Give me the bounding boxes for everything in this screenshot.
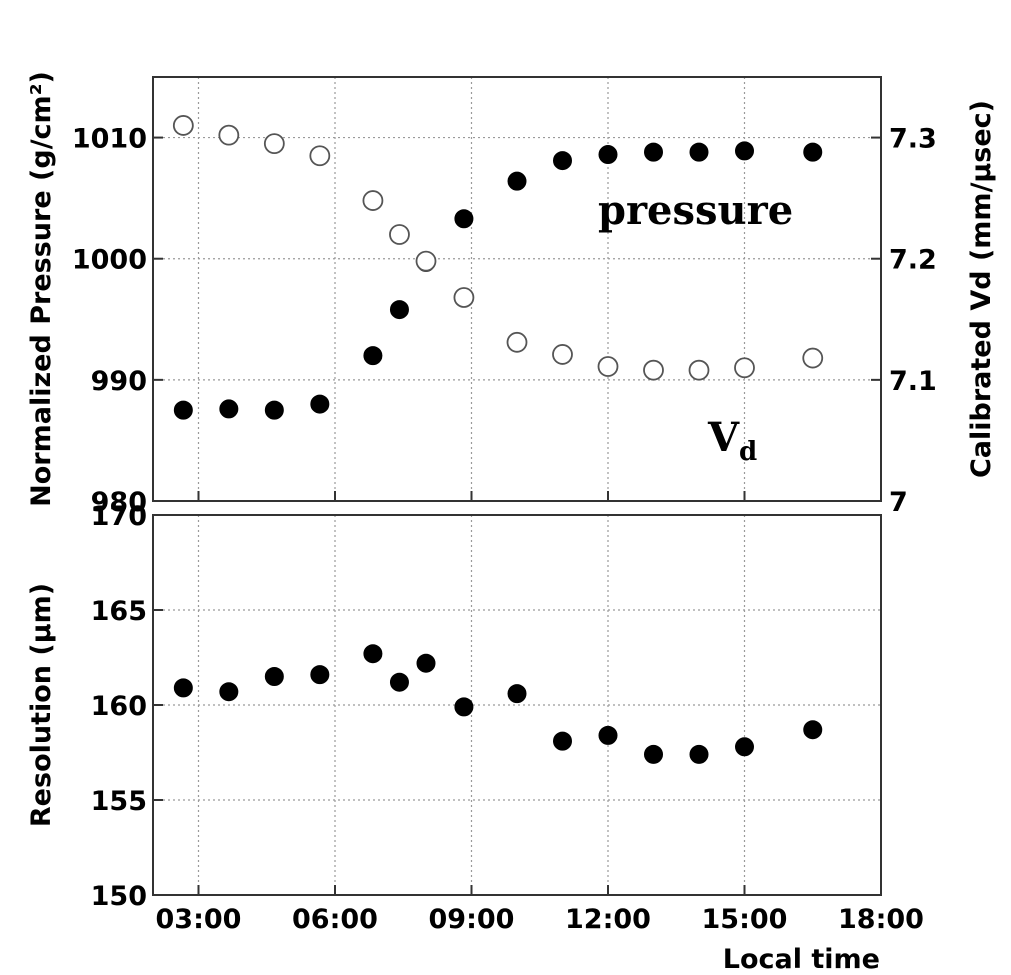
resolution-point	[803, 720, 823, 740]
top-left-tick-label: 980	[91, 487, 147, 518]
bottom-left-tick-label: 165	[91, 596, 147, 627]
resolution-point	[553, 731, 572, 751]
bottom-left-tick-label: 160	[91, 691, 147, 722]
bottom-left-tick-label: 170	[91, 501, 147, 532]
pressure-point	[454, 209, 474, 229]
pressure-point	[735, 141, 754, 161]
x-tick-label: 09:00	[429, 904, 515, 935]
pressure-series-label: pressure	[598, 187, 793, 234]
resolution-point	[507, 684, 527, 704]
top-left-axis-title: Normalized Pressure (g/cm²)	[26, 71, 57, 507]
vd-point	[802, 347, 824, 369]
resolution-point	[389, 672, 409, 692]
vd-point	[734, 357, 755, 379]
x-axis-title: Local time	[723, 944, 880, 975]
top-right-tick-label: 7.3	[889, 124, 937, 155]
pressure-point	[689, 142, 709, 162]
bottom-panel: 150 155 160 165 170 03:00 06:00 09:00 12:00 15:0…	[26, 501, 924, 975]
bottom-ticks	[153, 514, 882, 896]
top-right-tick-label: 7	[889, 487, 908, 518]
resolution-point	[644, 744, 663, 764]
top-left-tick-label: 990	[91, 366, 147, 397]
pressure-point	[363, 346, 383, 366]
top-right-axis-title: Calibrated Vd (mm/μsec)	[966, 100, 997, 478]
pressure-point	[507, 171, 527, 191]
resolution-point	[416, 653, 436, 673]
resolution-point	[454, 697, 474, 717]
vd-point	[263, 133, 285, 155]
pressure-point	[219, 399, 239, 419]
resolution-point	[598, 725, 618, 745]
vd-point	[389, 224, 410, 245]
pressure-point	[264, 400, 284, 420]
pressure-point	[598, 145, 618, 165]
vd-point	[218, 124, 240, 146]
pressure-point	[310, 394, 330, 414]
resolution-point	[173, 678, 193, 698]
x-tick-label: 03:00	[156, 904, 242, 935]
bottom-left-tick-label: 155	[91, 786, 147, 817]
resolution-point	[363, 644, 383, 664]
top-right-tick-label: 7.1	[889, 366, 937, 397]
x-tick-label: 18:00	[838, 904, 924, 935]
top-right-tick-label: 7.2	[889, 245, 937, 276]
pressure-point	[553, 151, 572, 171]
resolution-point	[689, 744, 709, 764]
vd-point	[453, 287, 475, 308]
pressure-point	[644, 142, 663, 162]
top-panel: 980 990 1000 1010 7 7.1 7.2 7.3 Normalized Pre…	[26, 71, 997, 518]
bottom-left-tick-label: 150	[91, 881, 147, 912]
top-ticks	[153, 136, 882, 502]
bottom-left-axis-title: Resolution (μm)	[26, 583, 57, 827]
bottom-left-tick-labels: 150 155 160 165 170	[91, 501, 147, 912]
x-tick-label: 06:00	[292, 904, 378, 935]
x-tick-label: 12:00	[565, 904, 651, 935]
top-left-tick-label: 1010	[72, 124, 147, 155]
bottom-x-tick-labels: 03:00 06:00 09:00 12:00 15:00 18:00	[156, 904, 924, 935]
pressure-point	[389, 300, 409, 320]
vd-point	[362, 190, 384, 211]
x-tick-label: 15:00	[702, 904, 788, 935]
bottom-grid	[153, 515, 881, 895]
resolution-point	[735, 737, 754, 757]
vd-point	[506, 331, 528, 353]
resolution-point	[219, 682, 239, 702]
top-left-tick-labels: 980 990 1000 1010	[72, 124, 147, 518]
top-left-tick-label: 1000	[72, 245, 147, 276]
pressure-point	[803, 142, 823, 162]
bottom-data-points	[173, 644, 823, 764]
vd-point	[172, 115, 194, 136]
vd-series-label-subscript: d	[739, 437, 757, 467]
vd-point	[309, 145, 331, 167]
vd-point	[415, 250, 437, 272]
vd-series-label: Vd	[707, 414, 757, 467]
top-grid	[153, 77, 881, 501]
top-plot-frame	[152, 76, 882, 502]
vd-point	[552, 344, 573, 365]
top-right-tick-labels: 7 7.1 7.2 7.3	[889, 124, 937, 518]
vd-point	[688, 359, 710, 381]
top-data-points	[172, 115, 824, 420]
pressure-point	[173, 400, 193, 420]
bottom-plot-frame	[152, 514, 882, 896]
vd-point	[597, 356, 619, 377]
vd-point	[643, 359, 664, 381]
vd-series-label-main: V	[707, 414, 740, 461]
resolution-point	[310, 665, 330, 685]
resolution-point	[264, 667, 284, 686]
